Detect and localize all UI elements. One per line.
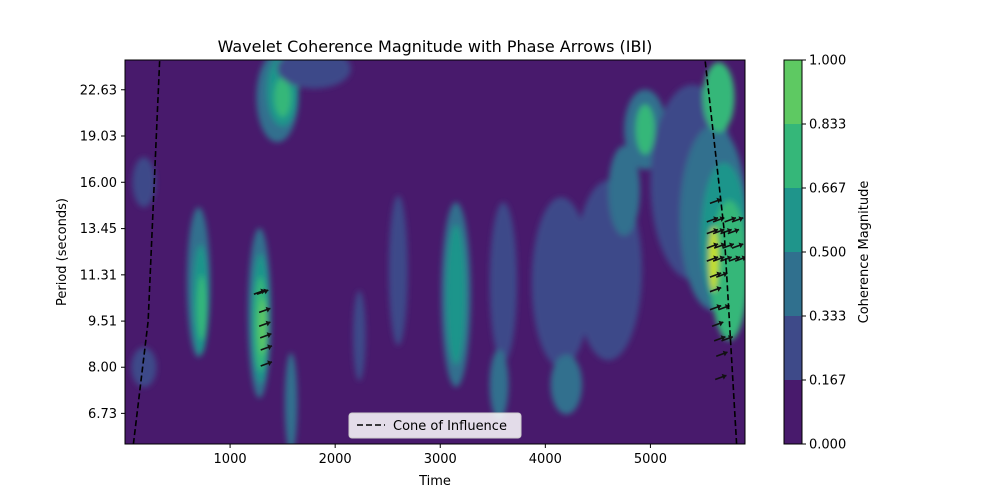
phase-arrow [258, 320, 271, 328]
plot-area [125, 60, 745, 444]
coherence-region [132, 157, 156, 208]
colorbar-tick-label: 1.000 [809, 54, 846, 69]
phase-arrow [722, 242, 735, 249]
phase-arrow [731, 216, 744, 223]
phase-arrow [706, 228, 719, 235]
phase-arrow [721, 335, 734, 342]
x-tick-label: 3000 [424, 452, 457, 467]
coherence-region [531, 197, 591, 368]
phase-arrow [713, 335, 726, 342]
legend: Cone of Influence [348, 412, 522, 439]
colorbar-segment [784, 124, 802, 188]
phase-arrow [714, 373, 727, 381]
phase-arrow [259, 332, 272, 339]
phase-arrow [706, 216, 719, 223]
coherence-region [608, 145, 640, 236]
phase-arrow [260, 360, 273, 367]
phase-arrow [706, 242, 719, 249]
coi-line-left [132, 60, 161, 444]
coi-line-right [704, 60, 738, 444]
x-tick-label: 1000 [214, 452, 247, 467]
phase-arrow [706, 255, 719, 262]
coherence-region [550, 354, 583, 415]
coherence-region [277, 60, 351, 89]
phase-arrow [715, 350, 728, 358]
y-tick-label: 16.00 [80, 176, 117, 191]
coherence-region [489, 349, 509, 420]
coherence-region [635, 104, 655, 155]
coherence-region [446, 224, 466, 365]
phase-arrow [709, 271, 722, 278]
legend-box [348, 412, 522, 439]
colorbar-tick-label: 0.000 [809, 438, 846, 453]
colorbar-segment [784, 60, 802, 124]
phase-arrow [720, 228, 732, 235]
x-axis-label: Time [418, 474, 451, 489]
coherence-region [258, 299, 267, 355]
y-tick-label: 9.51 [88, 315, 117, 330]
x-tick-label: 4000 [529, 452, 562, 467]
y-tick-label: 19.03 [80, 129, 117, 144]
colorbar-segment [784, 380, 802, 444]
y-tick-label: 13.45 [80, 222, 117, 237]
colorbar-label: Coherence Magnitude [857, 181, 872, 324]
phase-arrow [728, 255, 741, 262]
y-tick-label: 6.73 [88, 407, 117, 422]
colorbar-tick-label: 0.333 [809, 310, 846, 325]
phase-arrow [727, 228, 740, 235]
phase-arrows [253, 197, 745, 381]
colorbar-tick-label: 0.500 [809, 246, 846, 261]
coherence-region [388, 195, 408, 346]
coherence-region [702, 62, 735, 133]
phase-arrow [731, 242, 744, 249]
x-tick-label: 2000 [319, 452, 352, 467]
phase-arrow [260, 344, 273, 351]
phase-arrow [256, 288, 269, 295]
colorbar: 0.000 0.167 0.333 0.500 0.667 0.833 1.000 [783, 54, 846, 453]
y-tick-label: 11.31 [80, 268, 117, 283]
colorbar-segment [784, 188, 802, 252]
plot-frame [124, 59, 746, 445]
phase-arrow [712, 228, 725, 235]
colorbar-segment [784, 316, 802, 380]
phase-arrow [724, 216, 737, 223]
legend-label: Cone of Influence [393, 419, 507, 434]
colorbar-tick-label: 0.167 [809, 374, 846, 389]
phase-arrow [711, 320, 724, 328]
cone-of-influence [132, 60, 738, 444]
coherence-region [489, 202, 517, 363]
y-tick-label: 8.00 [88, 361, 117, 376]
coherence-region [353, 290, 366, 381]
phase-arrow [709, 286, 722, 293]
coherence-region [274, 77, 292, 118]
chart-title: Wavelet Coherence Magnitude with Phase A… [218, 37, 653, 56]
y-tick-label: 22.63 [80, 83, 117, 98]
y-axis-label: Period (seconds) [55, 198, 70, 306]
coherence-region [284, 352, 298, 444]
phase-arrow [712, 255, 725, 262]
coherence-regions [131, 60, 745, 444]
colorbar-tick-label: 0.833 [809, 118, 846, 133]
coherence-region [196, 275, 207, 341]
phase-arrow [258, 306, 271, 314]
colorbar-tick-label: 0.667 [809, 182, 846, 197]
phase-arrow [709, 304, 722, 311]
colorbar-segment [784, 252, 802, 316]
y-axis-ticks: 6.73 8.00 9.51 11.31 13.45 16.00 19.03 22.63 [80, 83, 125, 422]
coherence-region [131, 347, 157, 388]
x-axis-ticks: 1000 2000 3000 4000 5000 [214, 444, 667, 467]
x-tick-label: 5000 [634, 452, 667, 467]
